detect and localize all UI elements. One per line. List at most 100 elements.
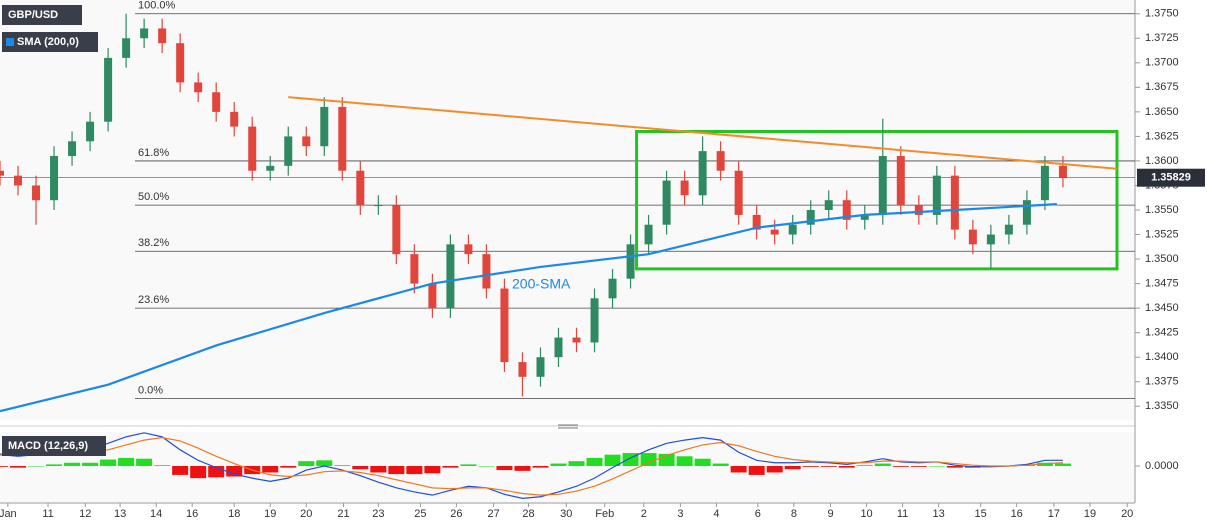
x-tick-label: 18 xyxy=(228,508,240,520)
y-tick-label: 1.3675 xyxy=(1145,81,1179,93)
x-tick-label: 12 xyxy=(79,508,91,520)
x-tick-label: 6 xyxy=(755,508,761,520)
x-tick-label: 4 xyxy=(713,508,719,520)
y-tick-label: 1.3525 xyxy=(1145,228,1179,240)
macd-histogram-bar xyxy=(46,464,63,466)
candle-body xyxy=(14,175,23,186)
y-tick-label: 1.3475 xyxy=(1145,278,1179,290)
y-tick-label: 1.3725 xyxy=(1145,32,1179,44)
y-tick-label: 1.3425 xyxy=(1145,327,1179,339)
candle-body xyxy=(140,28,149,39)
last-price-box xyxy=(1137,168,1205,187)
macd-histogram-bar xyxy=(208,466,225,478)
fib-label: 61.8% xyxy=(138,147,169,159)
candle-body xyxy=(500,288,509,363)
y-tick-label: 1.3500 xyxy=(1145,253,1179,265)
macd-histogram-bar xyxy=(136,458,153,466)
x-tick-label: Feb xyxy=(595,508,614,520)
x-tick-label: 28 xyxy=(522,508,534,520)
x-tick-label: 26 xyxy=(450,508,462,520)
x-tick-label: 11 xyxy=(897,508,908,520)
candle-body xyxy=(428,283,437,309)
macd-histogram-bar xyxy=(694,458,711,466)
macd-histogram-bar xyxy=(0,466,8,467)
macd-histogram-bar xyxy=(28,466,45,467)
candle-body xyxy=(680,180,689,196)
range-box xyxy=(635,129,1119,271)
macd-histogram-bar xyxy=(730,466,747,473)
y-tick-label: 1.3650 xyxy=(1145,106,1179,118)
x-tick-label: 15 xyxy=(975,508,987,520)
x-tick-label: 16 xyxy=(186,508,198,520)
macd-histogram-bar xyxy=(64,462,81,466)
macd-histogram-bar xyxy=(514,466,531,471)
macd-histogram-bar xyxy=(532,466,549,468)
candle-body xyxy=(590,298,599,343)
fib-label: 100.0% xyxy=(138,0,176,12)
macd-histogram-bar xyxy=(406,466,423,475)
x-tick-label: 8 xyxy=(791,508,797,520)
x-tick-label: 2 xyxy=(641,508,647,520)
macd-histogram-bar xyxy=(748,466,765,475)
candle-body xyxy=(302,136,311,147)
x-tick-label: 30 xyxy=(560,508,572,520)
candle-body xyxy=(950,175,959,230)
x-tick-label: 19 xyxy=(1084,508,1096,520)
macd-histogram-bar xyxy=(928,466,945,467)
candle-body xyxy=(194,82,203,93)
x-tick-label: 9 xyxy=(827,508,833,520)
x-tick-label: 10 xyxy=(860,508,872,520)
x-tick-label: 25 xyxy=(414,508,426,520)
x-tick-label: 11 xyxy=(42,508,53,520)
macd-histogram-bar xyxy=(424,466,441,474)
macd-histogram-bar xyxy=(1054,463,1071,466)
candle-body xyxy=(50,156,59,201)
candle-body xyxy=(248,126,257,171)
candle-body xyxy=(1058,165,1067,178)
fib-label: 38.2% xyxy=(138,237,169,249)
y-tick-label: 1.3625 xyxy=(1145,130,1179,142)
candle-body xyxy=(788,224,797,235)
legend-swatch xyxy=(6,38,14,46)
x-tick-label: 17 xyxy=(1048,508,1060,520)
macd-histogram-bar xyxy=(910,466,927,467)
macd-histogram-bar xyxy=(604,454,621,466)
sma-line xyxy=(0,203,1057,413)
candle-body xyxy=(626,244,635,279)
candle-body xyxy=(698,151,707,196)
candle-body xyxy=(806,210,815,225)
candle-body xyxy=(518,362,527,377)
y-tick-label: 1.3550 xyxy=(1145,204,1179,216)
macd-histogram-bar xyxy=(298,461,315,466)
candle-body xyxy=(554,337,563,358)
y-tick-label: 1.3400 xyxy=(1145,351,1179,363)
x-tick-label: 27 xyxy=(488,508,500,520)
x-tick-label: 16 xyxy=(1011,508,1023,520)
macd-pane xyxy=(0,432,1135,502)
x-tick-label: Jan xyxy=(0,508,17,520)
candle-body xyxy=(608,278,617,299)
macd-histogram-bar xyxy=(478,466,495,467)
candle-body xyxy=(446,244,455,309)
y-tick-label: 1.3375 xyxy=(1145,376,1179,388)
candle-body xyxy=(1022,200,1031,225)
macd-histogram-bar xyxy=(370,466,387,473)
macd-histogram-bar xyxy=(100,459,117,466)
macd-histogram-bar xyxy=(856,465,873,466)
candle-body xyxy=(824,200,833,210)
candle-body xyxy=(932,175,941,215)
candle-body xyxy=(968,229,977,245)
candle-body xyxy=(770,229,779,235)
macd-line xyxy=(0,432,1063,499)
legend-title: GBP/USD xyxy=(8,9,58,21)
candle-body xyxy=(536,357,545,377)
y-tick-label: 1.3700 xyxy=(1145,57,1179,69)
macd-histogram-bar xyxy=(496,466,513,471)
macd-histogram-bar xyxy=(262,466,279,473)
candle-body xyxy=(374,205,383,207)
candle-body xyxy=(860,214,869,220)
macd-histogram-bar xyxy=(568,461,585,466)
y-tick-label: 1.3350 xyxy=(1145,400,1179,412)
candle-body xyxy=(104,57,113,122)
macd-histogram-bar xyxy=(784,466,801,470)
